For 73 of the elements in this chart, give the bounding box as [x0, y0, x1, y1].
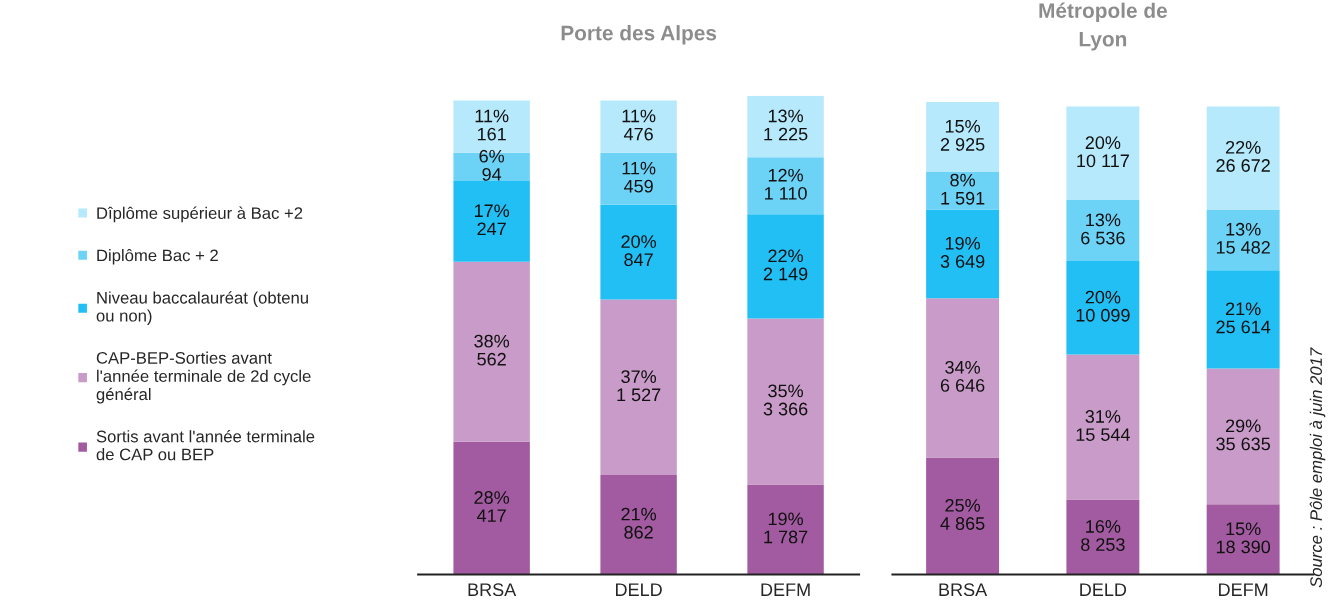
- data-label: 11% 459: [622, 161, 656, 193]
- data-label: 28% 417: [474, 491, 510, 522]
- data-label: 16% 8 253: [1081, 520, 1125, 551]
- bar: [600, 474, 677, 575]
- bar: [747, 214, 824, 319]
- data-label: 17% 247: [474, 204, 510, 236]
- annotation: Source : Pôle emploi à juin 2017: [1309, 347, 1326, 588]
- bar: [1206, 209, 1280, 271]
- data-label: 35% 3 366: [763, 384, 808, 416]
- bar: [926, 172, 1000, 210]
- bar: [453, 261, 530, 442]
- bar: [747, 157, 824, 215]
- x-tick-label: DEFM: [761, 583, 810, 596]
- data-label: 20% 10 099: [1076, 290, 1130, 322]
- bar: [1066, 106, 1140, 201]
- legend-label: Dîplôme supérieur à Bac +2: [97, 206, 303, 223]
- bar: [747, 484, 824, 575]
- bar: [1206, 504, 1280, 575]
- legend-label: Niveau baccalauréat (obtenu ou non): [96, 291, 308, 325]
- data-label: 21% 25 614: [1216, 302, 1271, 334]
- data-label: 6% 94: [479, 149, 505, 181]
- bar: [1066, 499, 1140, 575]
- data-label: 12% 1 110: [765, 168, 807, 200]
- bar: [1066, 260, 1140, 355]
- bar: [926, 457, 1000, 575]
- data-label: 8% 1 591: [941, 173, 985, 205]
- data-label: 15% 2 925: [940, 119, 985, 151]
- data-label: 21% 862: [621, 507, 657, 539]
- legend-label: CAP-BEP-Sorties avant l'année terminale de 2d cycle général: [96, 351, 311, 404]
- bar: [600, 204, 677, 300]
- bar: [1206, 368, 1280, 505]
- data-label: 19% 3 649: [940, 236, 985, 268]
- data-label: 22% 2 149: [763, 249, 808, 281]
- bar: [453, 181, 530, 262]
- chart-title: Porte des Alpes: [561, 25, 717, 45]
- data-label: 13% 6 536: [1081, 213, 1125, 245]
- data-label: 13% 15 482: [1216, 222, 1270, 254]
- bar: [600, 100, 677, 153]
- bar: [1206, 270, 1280, 369]
- bar: [1066, 354, 1140, 500]
- chart-title: Métropole de Lyon: [1039, 2, 1167, 51]
- x-tick-label: DEFM: [1219, 583, 1268, 596]
- data-label: 34% 6 646: [940, 360, 985, 392]
- data-label: 15% 18 390: [1216, 522, 1271, 554]
- data-label: 13% 1 225: [764, 109, 808, 141]
- bar: [453, 152, 530, 182]
- bar: [453, 441, 530, 575]
- data-label: 29% 35 635: [1216, 419, 1271, 451]
- data-label: 38% 562: [474, 334, 510, 366]
- bar: [1066, 200, 1140, 261]
- x-tick-label: DELD: [616, 583, 662, 596]
- data-label: 31% 15 544: [1076, 410, 1130, 441]
- bar: [1206, 106, 1280, 210]
- legend-label: Sortis avant l'année terminale de CAP ou BEP: [96, 429, 315, 461]
- bar: [926, 298, 1000, 458]
- bar: [600, 299, 677, 475]
- bar: [926, 101, 1000, 173]
- x-tick-label: BRSA: [468, 583, 517, 597]
- x-tick-label: BRSA: [939, 583, 988, 597]
- bar: [600, 152, 677, 205]
- data-label: 25% 4 865: [940, 498, 985, 530]
- data-label: 11% 476: [622, 109, 656, 141]
- bar: [926, 209, 1000, 299]
- bar: [747, 318, 824, 485]
- legend-label: Diplôme Bac + 2: [97, 248, 218, 265]
- data-label: 37% 1 527: [617, 370, 661, 402]
- x-tick-label: DELD: [1080, 583, 1127, 596]
- bar: [747, 95, 824, 158]
- data-label: 11% 161: [475, 109, 509, 141]
- data-label: 19% 1 787: [764, 512, 808, 544]
- data-label: 22% 26 672: [1216, 140, 1270, 172]
- data-label: 20% 10 117: [1077, 136, 1129, 168]
- data-label: 20% 847: [621, 235, 657, 267]
